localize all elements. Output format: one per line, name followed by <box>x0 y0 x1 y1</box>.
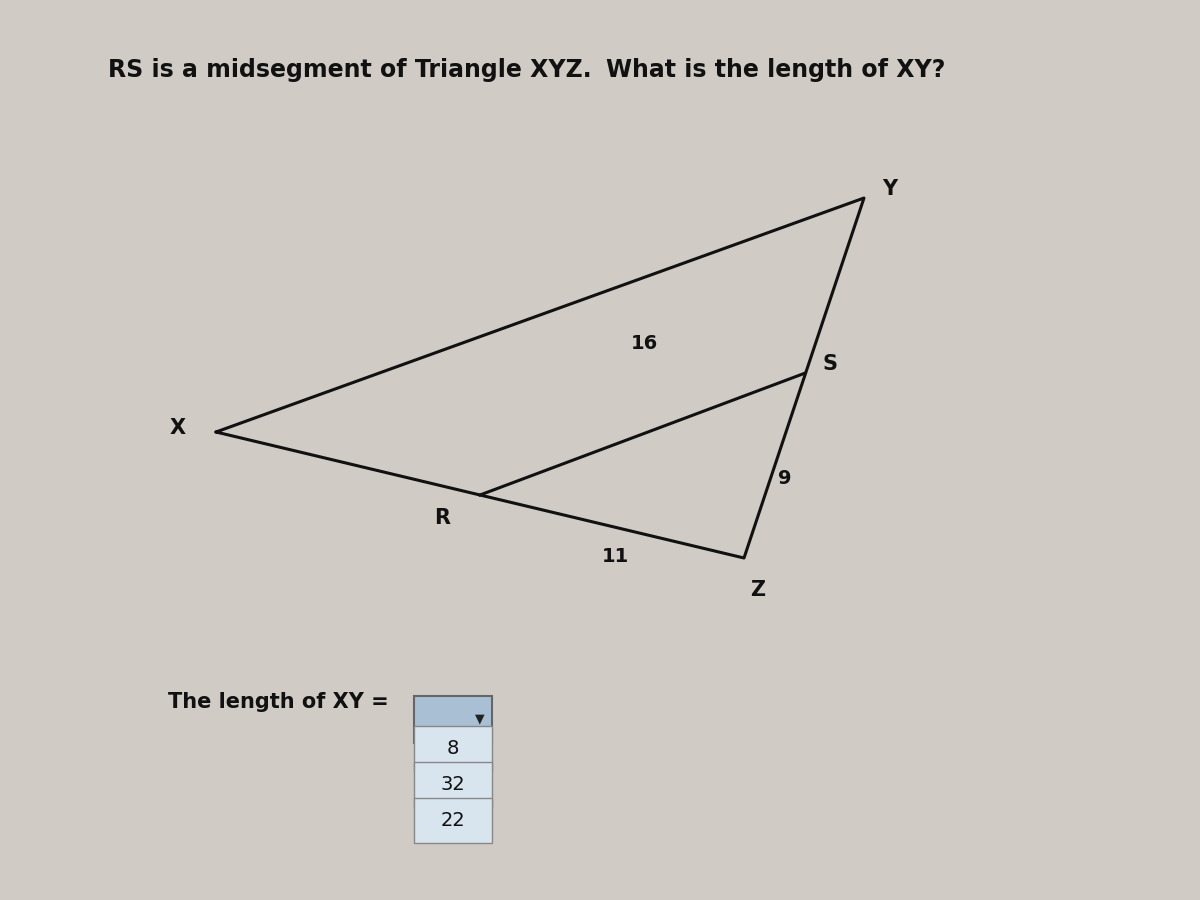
Bar <box>414 762 492 807</box>
Text: Y: Y <box>882 179 898 199</box>
Text: The length of XY =: The length of XY = <box>168 692 389 712</box>
Text: RS is a midsegment of Triangle XYZ.: RS is a midsegment of Triangle XYZ. <box>108 58 600 83</box>
Text: X: X <box>170 418 186 437</box>
Text: 11: 11 <box>602 547 629 566</box>
Text: ▼: ▼ <box>475 713 485 725</box>
Text: 8: 8 <box>446 739 460 759</box>
Text: R: R <box>434 508 450 528</box>
Text: 32: 32 <box>440 775 466 795</box>
Text: 16: 16 <box>631 334 658 353</box>
Bar <box>414 726 492 771</box>
Bar <box>414 798 492 843</box>
Text: 22: 22 <box>440 811 466 831</box>
Text: 9: 9 <box>778 469 791 489</box>
Text: S: S <box>822 355 838 374</box>
Bar <box>414 696 492 742</box>
Text: Z: Z <box>750 580 766 600</box>
Text: What is the length of XY?: What is the length of XY? <box>606 58 946 83</box>
